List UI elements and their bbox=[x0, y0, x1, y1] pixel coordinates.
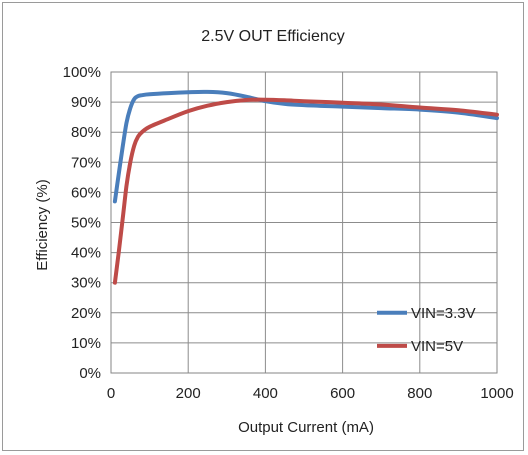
x-tick-label: 1000 bbox=[480, 385, 513, 402]
series-line bbox=[112, 89, 499, 204]
y-tick-label: 90% bbox=[71, 94, 101, 111]
plot-area bbox=[110, 71, 498, 374]
y-tick-label: 20% bbox=[71, 305, 101, 322]
x-tick-label: 400 bbox=[253, 385, 278, 402]
x-tick-label: 200 bbox=[176, 385, 201, 402]
y-tick-label: 50% bbox=[71, 215, 101, 232]
chart-title: 2.5V OUT Efficiency bbox=[201, 28, 344, 45]
efficiency-chart: 2.5V OUT Efficiency 0% 10% 20% 30% 40% 50% 60%… bbox=[34, 28, 514, 436]
y-tick-label: 40% bbox=[71, 245, 101, 262]
legend-label: VIN=3.3V bbox=[411, 305, 476, 322]
legend-label: VIN=5V bbox=[411, 338, 463, 355]
series-lines bbox=[112, 89, 499, 285]
legend: VIN=3.3V VIN=5V bbox=[377, 305, 476, 355]
tick-labels: 0% 10% 20% 30% 40% 50% 60% 70% 80% 90% 100% 0 200 400… bbox=[63, 64, 514, 402]
x-tick-label: 600 bbox=[330, 385, 355, 402]
y-tick-label: 70% bbox=[71, 154, 101, 171]
chart-frame: 2.5V OUT Efficiency 0% 10% 20% 30% 40% 50% 60%… bbox=[2, 2, 524, 451]
y-tick-label: 0% bbox=[79, 365, 101, 382]
x-tick-label: 0 bbox=[107, 385, 115, 402]
y-tick-label: 30% bbox=[71, 275, 101, 292]
x-axis-title: Output Current (mA) bbox=[238, 419, 374, 436]
x-tick-label: 800 bbox=[407, 385, 432, 402]
y-axis-title: Efficiency (%) bbox=[34, 179, 51, 270]
y-tick-label: 100% bbox=[63, 64, 101, 81]
y-tick-label: 80% bbox=[71, 124, 101, 141]
y-tick-label: 60% bbox=[71, 184, 101, 201]
y-tick-label: 10% bbox=[71, 335, 101, 352]
series-line bbox=[112, 97, 499, 285]
